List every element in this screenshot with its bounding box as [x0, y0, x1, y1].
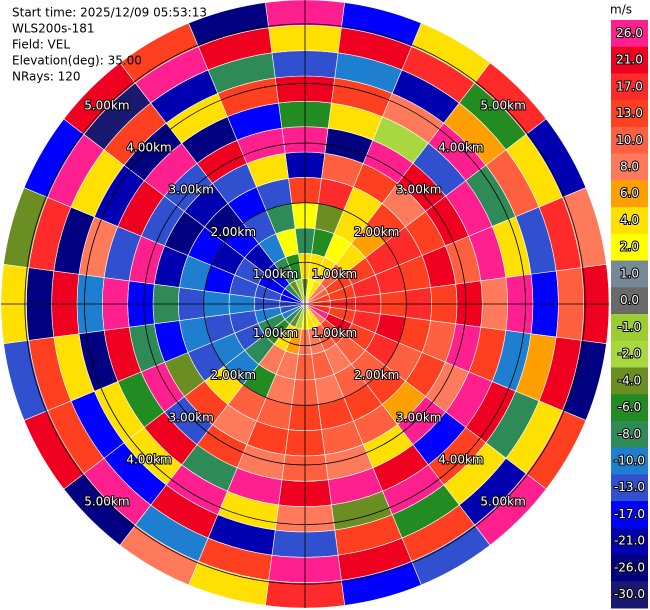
- colorbar-label: 17.0: [616, 79, 643, 93]
- range-ring-label: 3.00km: [169, 410, 214, 424]
- range-ring: [262, 261, 348, 347]
- range-ring: [203, 202, 407, 406]
- colorbar-band: [611, 554, 648, 582]
- range-ring-label: 4.00km: [438, 452, 483, 466]
- colorbar-band: [611, 420, 648, 449]
- range-ring-label: 1.00km: [312, 326, 357, 340]
- colorbar-band: [611, 527, 648, 556]
- range-ring-label: 3.00km: [169, 183, 214, 197]
- colorbar-label: 10.0: [616, 133, 643, 147]
- range-ring-label: 5.00km: [480, 98, 525, 112]
- colorbar-label: 8.0: [620, 160, 639, 174]
- range-ring-label: 2.00km: [211, 225, 256, 239]
- colorbar-label: -8.0: [618, 427, 641, 441]
- info-line: Field: VEL: [12, 38, 70, 52]
- colorbar-band: [611, 20, 648, 48]
- range-gate: [188, 2, 269, 47]
- info-line: NRays: 120: [12, 70, 81, 84]
- colorbar-label: 6.0: [620, 186, 639, 200]
- range-ring-label: 4.00km: [126, 452, 171, 466]
- colorbar-band: [611, 367, 648, 395]
- colorbar-band: [611, 260, 648, 288]
- range-ring-label: 5.00km: [84, 495, 129, 509]
- colorbar-label: -6.0: [618, 400, 641, 414]
- range-ring-label: 3.00km: [396, 410, 441, 424]
- colorbar-label: -13.0: [614, 480, 645, 494]
- info-line: WLS200s-181: [12, 22, 95, 36]
- range-ring-label: 5.00km: [480, 495, 525, 509]
- colorbar-label: 2.0: [620, 240, 639, 254]
- range-ring-label: 2.00km: [211, 368, 256, 382]
- range-ring-label: 4.00km: [438, 141, 483, 155]
- radar-field: [0, 0, 610, 609]
- info-line: Start time: 2025/12/09 05:53:13: [12, 6, 207, 20]
- range-ring-label: 4.00km: [126, 141, 171, 155]
- colorbar-band: [611, 474, 648, 502]
- range-ring: [84, 83, 526, 525]
- colorbar-label: -4.0: [618, 373, 641, 387]
- colorbar-band: [611, 233, 648, 262]
- colorbar-band: [611, 447, 648, 475]
- colorbar-band: [611, 153, 648, 181]
- range-ring-label: 5.00km: [84, 98, 129, 112]
- range-ring: [143, 142, 467, 466]
- colorbar-label: -2.0: [618, 347, 641, 361]
- colorbar-band: [611, 126, 648, 155]
- colorbar-band: [611, 46, 648, 74]
- colorbar-band: [611, 287, 648, 315]
- colorbar-label: -26.0: [614, 560, 645, 574]
- colorbar-band: [611, 340, 648, 368]
- colorbar-label: 0.0: [620, 293, 639, 307]
- range-ring-label: 2.00km: [354, 368, 399, 382]
- colorbar-band: [611, 207, 648, 235]
- colorbar-label: 4.0: [620, 213, 639, 227]
- range-ring-label: 1.00km: [253, 326, 298, 340]
- colorbar-band: [611, 73, 648, 101]
- info-line: Elevation(deg): 35.00: [12, 54, 142, 68]
- colorbar-label: 1.0: [620, 266, 639, 280]
- colorbar-label: -1.0: [618, 320, 641, 334]
- range-ring-label: 2.00km: [354, 225, 399, 239]
- colorbar-label: -30.0: [614, 587, 645, 601]
- colorbar-unit: m/s: [610, 3, 632, 17]
- colorbar-label: 26.0: [616, 26, 643, 40]
- colorbar-band: [611, 100, 648, 128]
- colorbar-band: [611, 180, 648, 208]
- colorbar-label: -10.0: [614, 454, 645, 468]
- range-ring-label: 1.00km: [253, 267, 298, 281]
- colorbar-band: [611, 581, 648, 609]
- colorbar-band: [611, 501, 648, 529]
- range-ring-label: 1.00km: [312, 267, 357, 281]
- colorbar-label: -21.0: [614, 534, 645, 548]
- colorbar-label: 21.0: [616, 53, 643, 67]
- colorbar-band: [611, 394, 648, 422]
- range-ring-label: 3.00km: [396, 183, 441, 197]
- colorbar-label: 13.0: [616, 106, 643, 120]
- range-ring: [24, 23, 586, 585]
- colorbar-band: [611, 314, 648, 342]
- colorbar-label: -17.0: [614, 507, 645, 521]
